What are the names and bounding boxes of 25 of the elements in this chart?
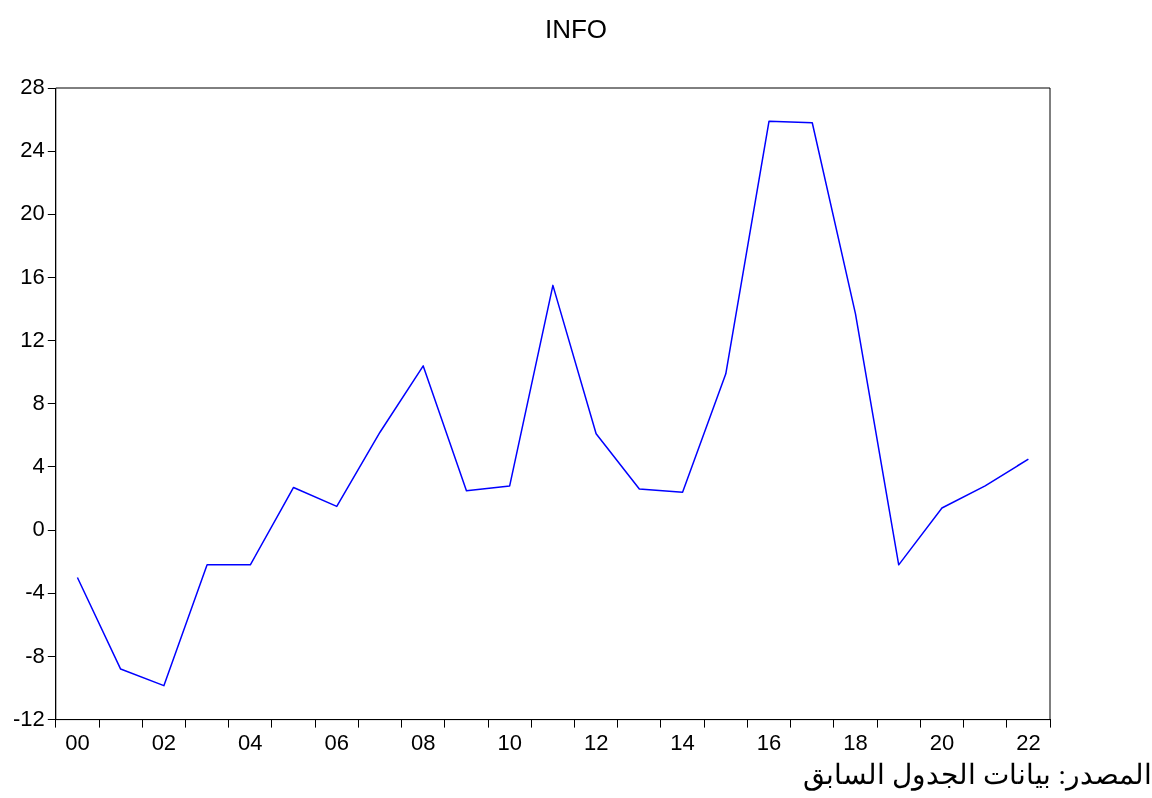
y-tick-label: 0 xyxy=(32,516,45,542)
x-tick-label: 12 xyxy=(583,729,609,755)
y-tick-label: 28 xyxy=(20,74,45,100)
y-tick-label: 8 xyxy=(32,389,45,415)
x-tick-label: 22 xyxy=(1016,729,1041,755)
x-tick-label: 02 xyxy=(151,729,177,755)
x-tick-label: 00 xyxy=(65,729,90,755)
y-tick-label: 24 xyxy=(20,137,45,163)
y-tick-label: 16 xyxy=(20,263,45,289)
x-tick-label: 16 xyxy=(756,729,782,755)
y-tick-label: -4 xyxy=(25,579,45,605)
x-tick-label: 20 xyxy=(929,729,955,755)
x-tick-label: 08 xyxy=(410,729,436,755)
x-tick-label: 18 xyxy=(843,729,868,755)
y-tick-label: 4 xyxy=(32,453,45,479)
y-tick-label: 20 xyxy=(20,200,45,226)
text: المصدر: بيانات الجدول السابق xyxy=(802,758,1152,791)
y-tick-label: 12 xyxy=(20,326,45,352)
x-tick-label: 10 xyxy=(497,729,522,755)
x-tick-label: 14 xyxy=(670,729,695,755)
y-tick-label: -12 xyxy=(13,705,45,731)
chart-title: INFO xyxy=(543,14,609,45)
x-tick-label: 06 xyxy=(324,729,350,755)
y-tick-label: -8 xyxy=(25,642,45,668)
x-tick-label: 04 xyxy=(238,729,263,755)
